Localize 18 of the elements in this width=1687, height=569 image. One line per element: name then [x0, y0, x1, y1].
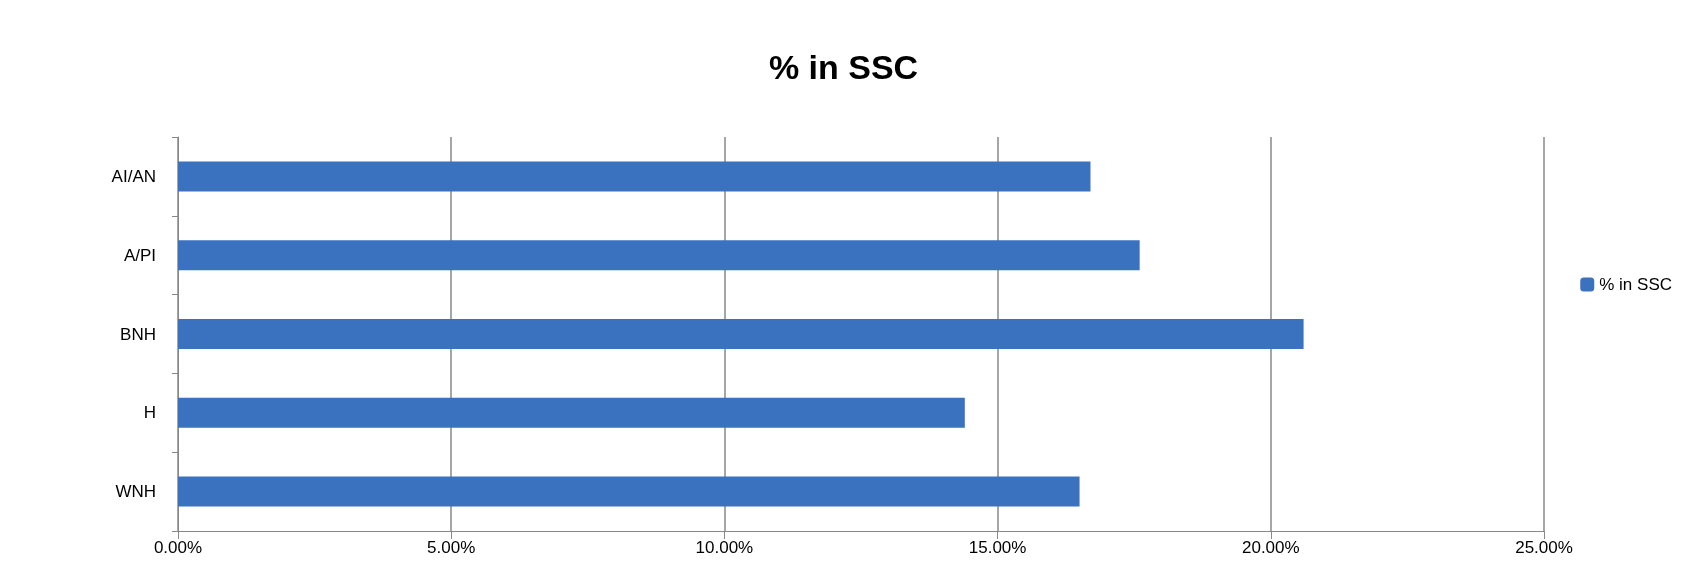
legend-label: % in SSC [1599, 275, 1672, 294]
bar [178, 476, 1080, 507]
x-tick-label: 25.00% [1515, 538, 1573, 557]
y-tick-label: H [143, 403, 156, 423]
bar [178, 319, 1304, 349]
x-tick-label: 5.00% [427, 538, 476, 557]
x-tick-label: 15.00% [968, 538, 1027, 557]
bar [178, 161, 1091, 192]
bar [178, 240, 1140, 271]
y-tick-label: BNH [120, 324, 156, 344]
y-tick-label: WNH [115, 482, 156, 502]
y-tick-label: AI/AN [111, 166, 156, 186]
chart-title: % in SSC [768, 48, 919, 86]
y-tick-label: A/PI [123, 245, 156, 265]
x-tick-label: 0.00% [153, 538, 203, 557]
bar [178, 397, 965, 428]
x-tick-label: 20.00% [1241, 538, 1300, 557]
x-tick-label: 10.00% [695, 538, 754, 557]
